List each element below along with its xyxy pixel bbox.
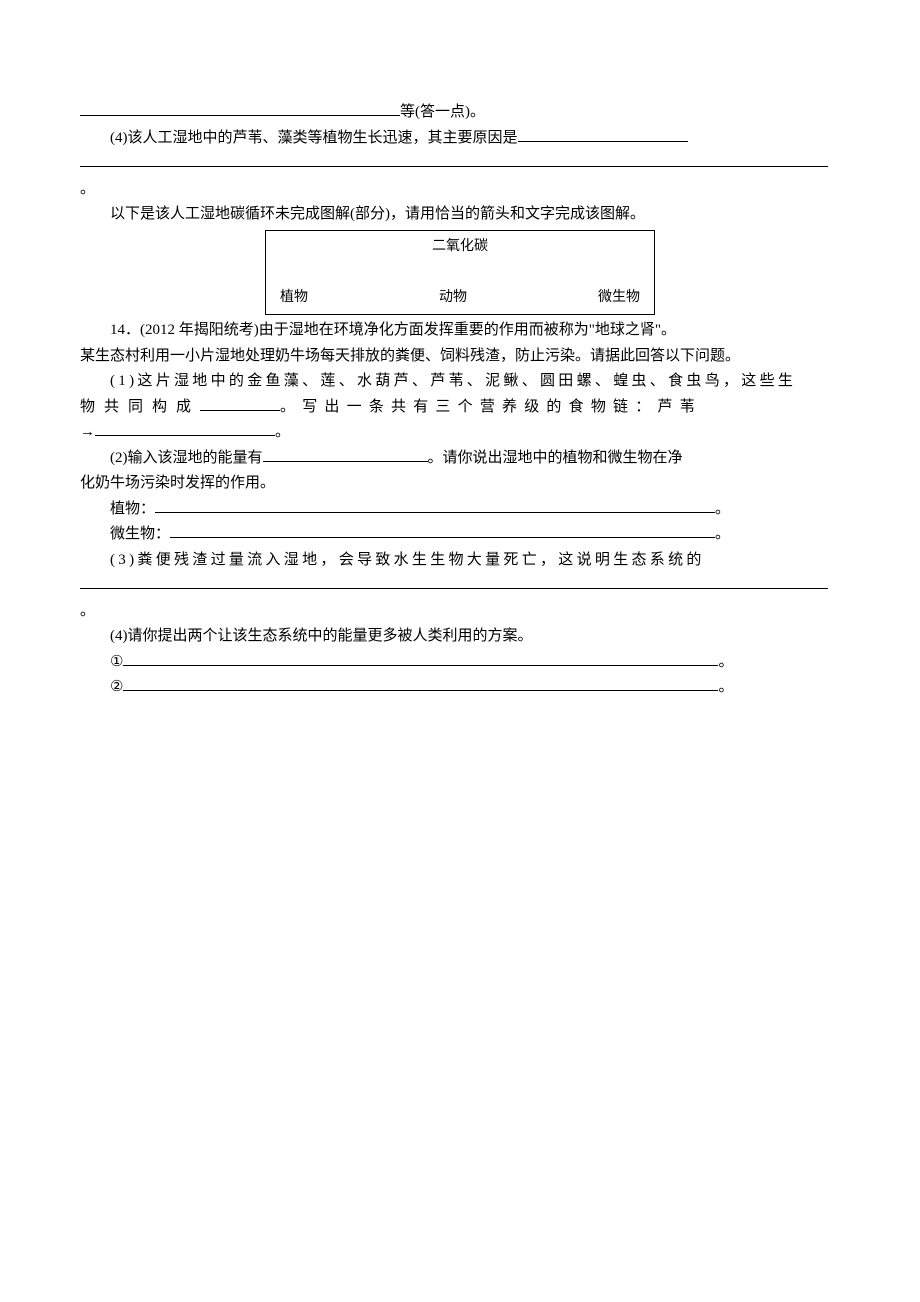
period: 。 — [718, 679, 733, 695]
q14-3-line1: (3)粪便残渣过量流入湿地，会导致水生生物大量死亡，这说明生态系统的 — [80, 548, 840, 574]
q14-1-line3: →。 — [80, 420, 840, 446]
question-4-line1: (4)该人工湿地中的芦苇、藻类等植物生长迅速，其主要原因是 — [80, 126, 840, 152]
circled-2: ② — [110, 679, 123, 695]
diagram-plant-label: 植物 — [280, 286, 308, 310]
q14-4-line: (4)请你提出两个让该生态系统中的能量更多被人类利用的方案。 — [80, 624, 840, 650]
period: 。 — [715, 526, 730, 542]
blank-field[interactable] — [518, 141, 688, 142]
blank-field[interactable] — [80, 166, 828, 167]
diagram-animal-label: 动物 — [439, 286, 467, 310]
blank-field[interactable] — [200, 410, 280, 411]
q14-2b-text: 化奶牛场污染时发挥的作用。 — [80, 475, 275, 491]
text-suffix: 等(答一点)。 — [400, 104, 485, 120]
plant-label: 植物： — [110, 501, 155, 517]
line-answer-point: 等(答一点)。 — [80, 100, 840, 126]
q14-1b-prefix: 物共同构成 — [80, 399, 200, 415]
arrow-icon: → — [80, 420, 95, 446]
q14-4-answer1: ①。 — [80, 650, 840, 676]
q14-4-answer2: ②。 — [80, 675, 840, 701]
q14-intro-text: 14．(2012 年揭阳统考)由于湿地在环境净化方面发挥重要的作用而被称为"地球… — [110, 322, 676, 338]
blank-field[interactable] — [95, 435, 275, 436]
blank-field[interactable] — [80, 588, 828, 589]
period: 。 — [715, 501, 730, 517]
q14-4-text: (4)请你提出两个让该生态系统中的能量更多被人类利用的方案。 — [110, 628, 533, 644]
blank-field[interactable] — [263, 461, 428, 462]
period: 。 — [275, 424, 290, 440]
diagram-intro: 以下是该人工湿地碳循环未完成图解(部分)，请用恰当的箭头和文字完成该图解。 — [80, 202, 840, 228]
q14-2-line1: (2)输入该湿地的能量有 。请你说出湿地中的植物和微生物在净 — [80, 446, 840, 472]
diagram-bottom-row: 植物 动物 微生物 — [278, 286, 642, 310]
microbe-label: 微生物： — [110, 526, 170, 542]
q14-intro-line1: 14．(2012 年揭阳统考)由于湿地在环境净化方面发挥重要的作用而被称为"地球… — [80, 318, 840, 344]
q14-intro-line2: 某生态村利用一小片湿地处理奶牛场每天排放的粪便、饲料残渣，防止污染。请据此回答以… — [80, 344, 840, 370]
question-4-line2: 。 — [80, 151, 840, 202]
q14-3a-text: (3)粪便残渣过量流入湿地，会导致水生生物大量死亡，这说明生态系统的 — [110, 552, 705, 568]
period: 。 — [718, 654, 733, 670]
blank-field[interactable] — [123, 665, 718, 666]
circled-1: ① — [110, 654, 123, 670]
period: 。 — [80, 181, 95, 197]
q14-1-line1: (1)这片湿地中的金鱼藻、莲、水葫芦、芦苇、泥鳅、圆田螺、蝗虫、食虫鸟，这些生 — [80, 369, 840, 395]
blank-field[interactable] — [80, 115, 400, 116]
q14-2-plant-line: 植物： 。 — [80, 497, 840, 523]
q14-1b-mid: 。写出一条共有三个营养级的食物链：芦苇 — [280, 399, 702, 415]
period: 。 — [80, 603, 95, 619]
diagram-co2-label: 二氧化碳 — [278, 235, 642, 259]
q14-1a-text: (1)这片湿地中的金鱼藻、莲、水葫芦、芦苇、泥鳅、圆田螺、蝗虫、食虫鸟，这些生 — [110, 373, 796, 389]
q14-2a-text: (2)输入该湿地的能量有 — [110, 450, 263, 466]
blank-field[interactable] — [123, 690, 718, 691]
blank-field[interactable] — [155, 512, 715, 513]
diagram-microbe-label: 微生物 — [598, 286, 640, 310]
q14-2-microbe-line: 微生物： 。 — [80, 522, 840, 548]
q14-1-line2: 物共同构成 。写出一条共有三个营养级的食物链：芦苇 — [80, 395, 840, 421]
q14-2-line2: 化奶牛场污染时发挥的作用。 — [80, 471, 840, 497]
q14-3-line2: 。 — [80, 573, 840, 624]
blank-field[interactable] — [170, 537, 715, 538]
q14-2a-suffix: 。请你说出湿地中的植物和微生物在净 — [428, 450, 683, 466]
diagram-intro-text: 以下是该人工湿地碳循环未完成图解(部分)，请用恰当的箭头和文字完成该图解。 — [110, 206, 645, 222]
q14-body-text: 某生态村利用一小片湿地处理奶牛场每天排放的粪便、饲料残渣，防止污染。请据此回答以… — [80, 348, 740, 364]
q4-text: (4)该人工湿地中的芦苇、藻类等植物生长迅速，其主要原因是 — [110, 130, 518, 146]
carbon-cycle-diagram: 二氧化碳 植物 动物 微生物 — [265, 230, 655, 316]
